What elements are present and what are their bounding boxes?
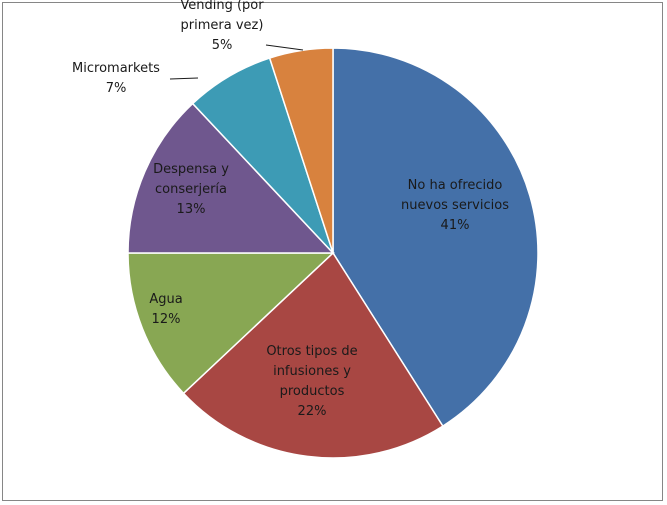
pie-slice: [127, 102, 335, 254]
slice-label: Agua 12%: [149, 292, 182, 327]
slice-label-line: No ha ofrecido: [408, 178, 503, 193]
pie-slice: [268, 47, 334, 254]
slice-percent: 5%: [212, 38, 233, 53]
slice-label-line: Despensa y: [153, 162, 229, 177]
slice-percent: 41%: [441, 218, 470, 233]
slice-label: Vending (por primera vez) 5%: [180, 0, 264, 53]
pie-slice: [332, 47, 539, 428]
slice-percent: 12%: [152, 312, 181, 327]
slice-label-line: Vending (por: [180, 0, 264, 13]
slice-label-line: infusiones y: [273, 364, 351, 379]
slice-percent: 7%: [106, 81, 127, 96]
slice-label: No ha ofrecido nuevos servicios 41%: [401, 178, 509, 233]
leader-line: [265, 44, 304, 51]
slice-label-line: Agua: [149, 292, 182, 307]
slice-label: Despensa y conserjería 13%: [153, 162, 229, 217]
slice-label-line: conserjería: [155, 182, 227, 197]
leader-line: [169, 77, 199, 80]
slice-label-line: productos: [280, 384, 345, 399]
slice-label: Otros tipos de infusiones y productos 22%: [266, 344, 357, 419]
slice-label-line: Otros tipos de: [266, 344, 357, 359]
slice-percent: 22%: [298, 404, 327, 419]
slice-percent: 13%: [177, 202, 206, 217]
slice-label-line: nuevos servicios: [401, 198, 509, 213]
slice-label-line: Micromarkets: [72, 61, 160, 76]
pie-slice: [127, 252, 335, 395]
slice-label-line: primera vez): [181, 18, 264, 33]
pie-slice: [182, 251, 444, 459]
slice-label: Micromarkets 7%: [72, 61, 160, 96]
